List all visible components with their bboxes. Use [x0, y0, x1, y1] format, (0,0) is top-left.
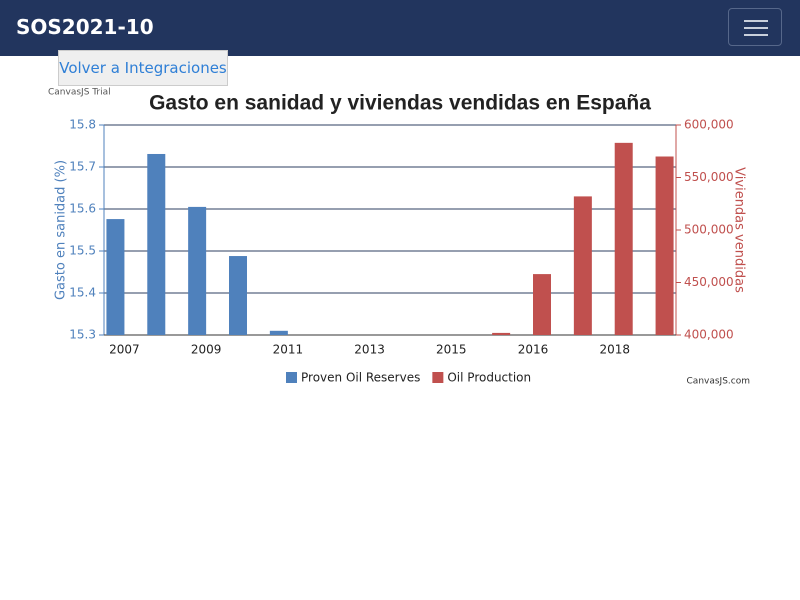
legend-swatch: [432, 372, 444, 383]
x-tick-label: 2013: [354, 343, 385, 357]
bar: [614, 142, 633, 335]
legend-label: Proven Oil Reserves: [301, 371, 420, 385]
menu-toggle[interactable]: [728, 8, 782, 46]
bar: [106, 219, 125, 335]
x-tick-label: 2011: [273, 343, 304, 357]
bar: [188, 206, 207, 335]
y2-tick-label: 600,000: [684, 118, 734, 132]
bar: [533, 274, 551, 335]
bar: [573, 196, 592, 335]
back-button[interactable]: Volver a Integraciones: [58, 50, 228, 86]
x-tick-label: 2007: [109, 343, 140, 357]
y-axis-title: Gasto en sanidad (%): [54, 160, 69, 300]
y2-tick-label: 500,000: [684, 223, 734, 237]
y-tick-label: 15.6: [69, 202, 96, 216]
x-tick-label: 2018: [599, 343, 630, 357]
bar: [229, 256, 247, 335]
y2-tick-label: 550,000: [684, 170, 734, 184]
watermark: CanvasJS Trial: [48, 88, 111, 98]
chart-title: Gasto en sanidad y viviendas vendidas en…: [149, 92, 651, 115]
y2-tick-label: 400,000: [684, 328, 734, 342]
y-tick-label: 15.8: [69, 118, 96, 132]
y-tick-label: 15.3: [69, 328, 96, 342]
y-tick-label: 15.4: [69, 286, 96, 300]
x-tick-label: 2009: [191, 343, 222, 357]
y-tick-label: 15.5: [69, 244, 96, 258]
legend-swatch: [286, 372, 297, 383]
navbar: SOS2021-10: [0, 0, 800, 56]
bar: [492, 332, 511, 335]
y2-axis-title: Viviendas vendidas: [732, 167, 747, 293]
brand[interactable]: SOS2021-10: [16, 15, 154, 39]
x-tick-label: 2016: [518, 343, 549, 357]
y-tick-label: 15.7: [69, 160, 96, 174]
bar: [655, 156, 674, 335]
y2-tick-label: 450,000: [684, 275, 734, 289]
credit: CanvasJS.com: [687, 377, 750, 387]
x-tick-label: 2015: [436, 343, 467, 357]
legend-label: Oil Production: [447, 371, 531, 385]
bar: [269, 330, 288, 335]
bar: [147, 153, 166, 335]
